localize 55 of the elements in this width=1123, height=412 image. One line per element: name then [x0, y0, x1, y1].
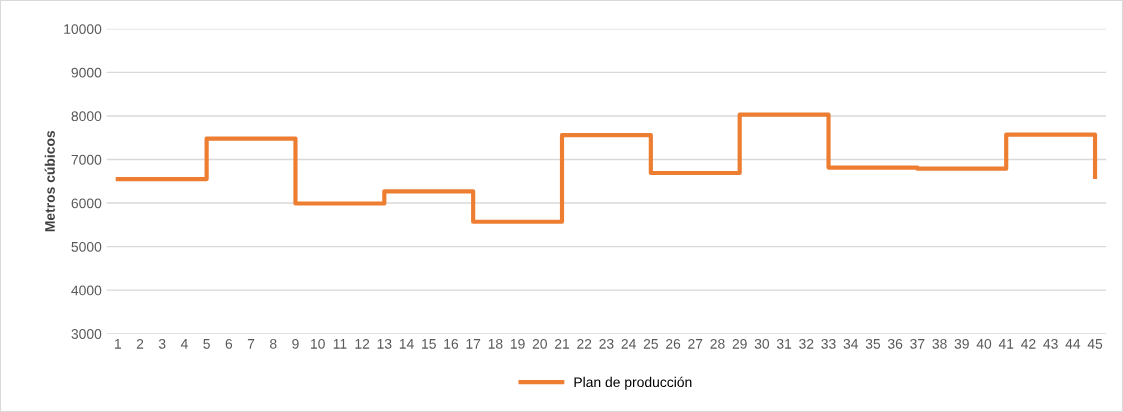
x-tick-label: 27	[688, 338, 703, 349]
y-axis-title: Metros cúbicos	[44, 130, 55, 232]
x-tick-label: 24	[621, 338, 636, 349]
x-tick-label: 9	[292, 338, 299, 349]
x-tick-label: 12	[355, 338, 370, 349]
y-tick-label: 6000	[71, 198, 102, 209]
x-tick-label: 10	[311, 338, 325, 349]
x-tick-label: 8	[270, 338, 277, 349]
x-tick-label: 35	[865, 338, 881, 349]
x-tick-label: 15	[422, 339, 436, 349]
x-tick-label: 36	[887, 338, 903, 349]
y-tick-label: 10000	[64, 24, 102, 35]
y-tick-label: 3000	[71, 329, 102, 339]
x-tick-label: 6	[225, 338, 233, 349]
x-tick-label: 20	[532, 338, 547, 349]
x-tick-label: 21	[554, 338, 570, 349]
y-tick-label: 5000	[71, 241, 102, 252]
x-tick-label: 2	[136, 338, 144, 349]
x-tick-label: 32	[799, 338, 814, 349]
x-tick-label: 43	[1043, 338, 1058, 349]
x-tick-label: 17	[466, 339, 481, 349]
x-tick-label: 13	[377, 338, 392, 349]
x-tick-label: 7	[247, 339, 255, 349]
x-tick-label: 25	[643, 338, 658, 349]
x-tick-label: 19	[510, 338, 525, 349]
x-tick-label: 3	[158, 338, 166, 349]
y-tick-label: 7000	[71, 154, 102, 165]
y-tick-label: 8000	[71, 111, 102, 122]
x-tick-label: 18	[488, 338, 503, 349]
x-tick-label: 38	[932, 338, 947, 349]
x-tick-label: 16	[444, 338, 459, 349]
x-tick-label: 29	[732, 338, 747, 349]
x-tick-label: 40	[976, 338, 992, 349]
x-tick-label: 45	[1087, 339, 1103, 349]
x-tick-label: 34	[843, 338, 859, 349]
y-tick-label: 9000	[71, 67, 102, 78]
x-tick-label: 37	[910, 338, 925, 349]
x-tick-label: 23	[599, 338, 614, 349]
x-tick-label: 1	[114, 339, 121, 349]
y-tick-label: 4000	[71, 285, 102, 296]
legend-label: Plan de producción	[574, 376, 692, 390]
x-tick-label: 11	[333, 339, 347, 349]
x-tick-label: 26	[666, 338, 681, 349]
x-tick-label: 31	[776, 338, 792, 349]
x-tick-label: 14	[399, 339, 414, 349]
x-tick-label: 30	[754, 338, 770, 349]
x-tick-label: 28	[710, 338, 725, 349]
x-tick-label: 4	[180, 339, 188, 349]
x-tick-label: 39	[954, 338, 969, 349]
x-tick-label: 41	[998, 339, 1014, 349]
x-tick-label: 5	[203, 339, 210, 349]
x-tick-label: 42	[1021, 338, 1036, 349]
x-tick-label: 33	[821, 338, 836, 349]
x-tick-label: 22	[577, 338, 592, 349]
x-tick-label: 44	[1065, 339, 1081, 349]
